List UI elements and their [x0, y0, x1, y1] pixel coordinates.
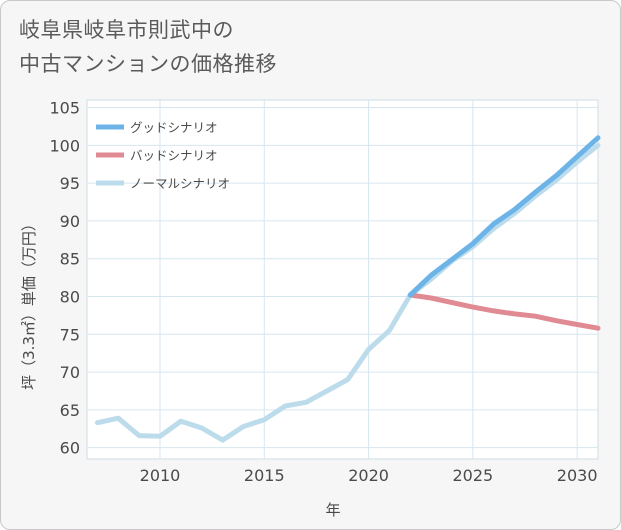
x-tick-label: 2020 [348, 466, 389, 485]
y-axis-ticks: 60 65 70 75 80 85 90 95 100 105 [49, 99, 80, 458]
series-lines [94, 135, 601, 443]
y-tick-label: 70 [60, 363, 80, 382]
series-line-good [407, 135, 601, 298]
y-tick-label: 85 [60, 250, 80, 269]
y-tick-label: 75 [60, 325, 80, 344]
x-tick-label: 2015 [244, 466, 285, 485]
x-tick-label: 2010 [140, 466, 181, 485]
chart-title-line2: 中古マンションの価格推移 [19, 52, 277, 76]
y-axis-title: 坪（3.3㎡）単価（万円） [20, 216, 38, 390]
chart-title-line1: 岐阜県岐阜市則武中の [19, 18, 234, 42]
y-tick-label: 100 [49, 136, 80, 155]
chart-title: 岐阜県岐阜市則武中の 中古マンションの価格推移 [19, 13, 609, 81]
y-tick-label: 90 [60, 212, 80, 231]
y-tick-label: 65 [60, 401, 80, 420]
y-tick-label: 105 [49, 99, 80, 118]
y-tick-label: 95 [60, 174, 80, 193]
plot-area [86, 99, 599, 460]
series-line-normal [94, 142, 601, 443]
y-tick-label: 60 [60, 439, 80, 458]
legend-label-good: グッドシナリオ [130, 120, 218, 135]
x-tick-label: 2030 [557, 466, 598, 485]
x-axis-ticks: 2010 2015 2020 2025 2030 [140, 466, 598, 485]
y-tick-label: 80 [60, 288, 80, 307]
legend-label-bad: バッドシナリオ [130, 148, 218, 163]
x-axis-title: 年 [325, 501, 340, 519]
legend-label-normal: ノーマルシナリオ [130, 176, 230, 191]
series-line-bad [407, 292, 601, 331]
x-tick-label: 2025 [452, 466, 493, 485]
